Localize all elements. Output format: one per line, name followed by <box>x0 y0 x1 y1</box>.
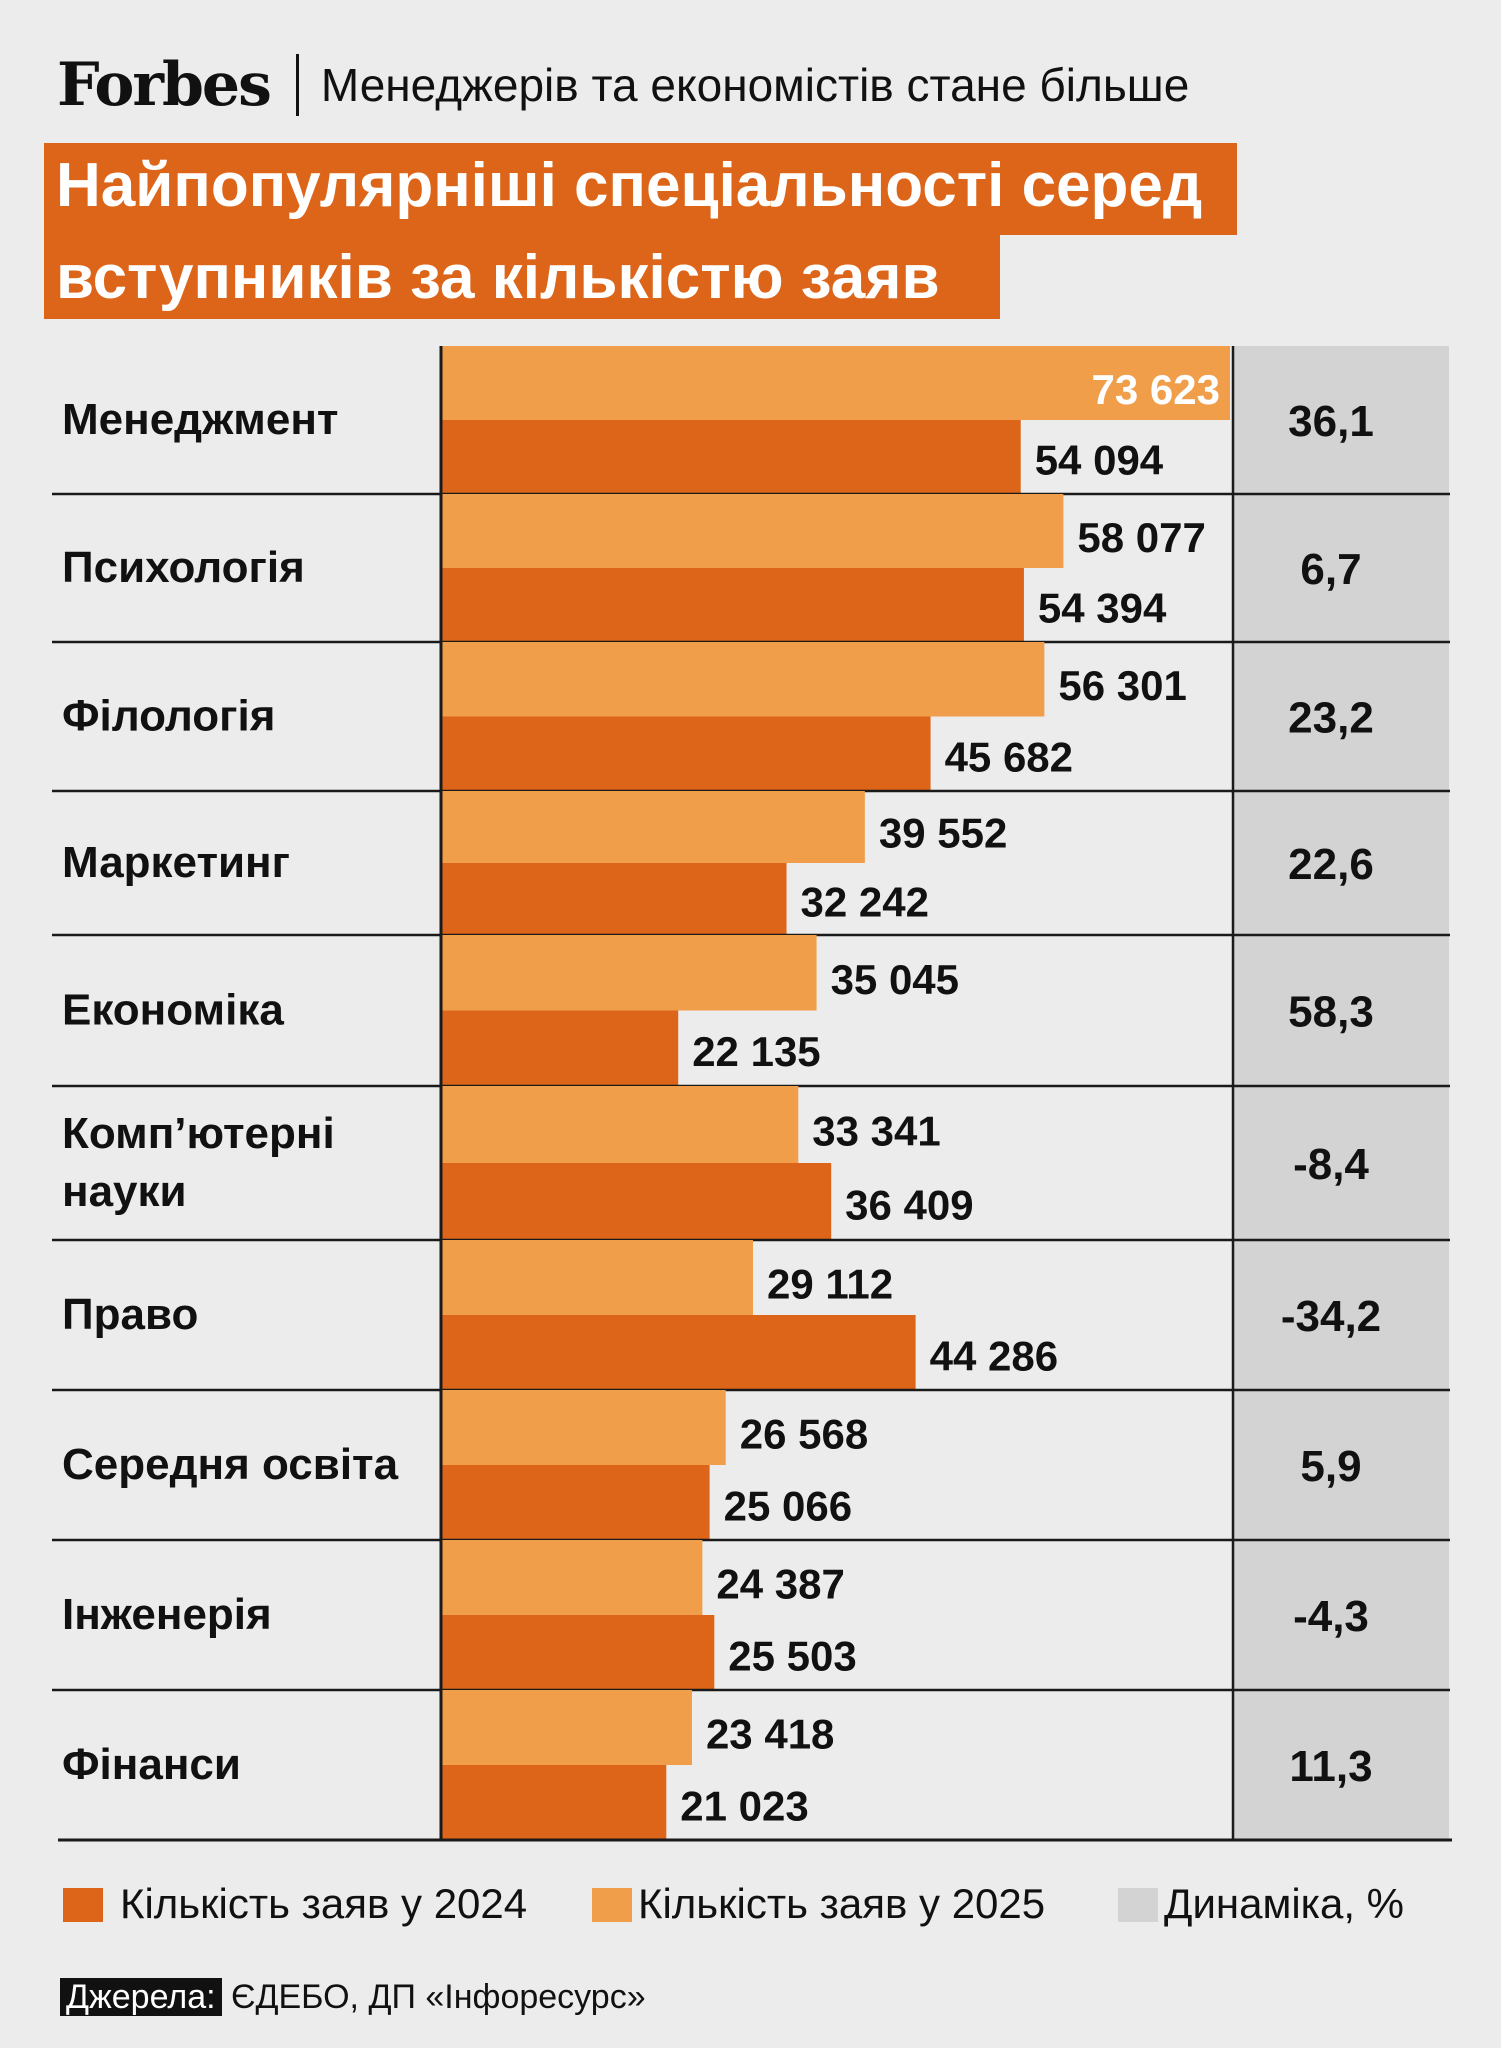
header: Forbes Менеджерів та економістів стане б… <box>57 50 1189 120</box>
header-subtitle: Менеджерів та економістів стане більше <box>320 59 1190 111</box>
bar-2024 <box>441 568 1024 642</box>
category-label: Менеджмент <box>62 395 338 444</box>
category-label: Середня освіта <box>62 1440 399 1489</box>
dynamics-value: 6,7 <box>1300 545 1361 594</box>
dynamics-value: 36,1 <box>1288 397 1374 446</box>
data-label-2025: 39 552 <box>879 810 1007 857</box>
bar-2025 <box>441 346 1230 420</box>
dynamics-value: -34,2 <box>1281 1292 1381 1341</box>
data-label-2024: 54 394 <box>1038 585 1167 632</box>
chart-title-line-1: Найпопулярніші спеціальності серед <box>44 143 1237 235</box>
data-label-2025: 24 387 <box>716 1561 844 1608</box>
data-label-2024: 25 503 <box>728 1632 856 1679</box>
category-label: Економіка <box>62 986 284 1035</box>
category-label: науки <box>62 1167 187 1216</box>
data-label-2024: 22 135 <box>692 1028 820 1075</box>
source-text: ЄДЕБО, ДП «Інфоресурс» <box>231 1978 646 2016</box>
category-label: Психологія <box>62 543 305 592</box>
legend-label-2025: Кількість заяв у 2025 <box>638 1880 1046 1927</box>
data-label-2025: 73 623 <box>1092 366 1220 413</box>
data-label-2025: 58 077 <box>1077 514 1205 561</box>
category-label: Фінанси <box>62 1740 241 1789</box>
data-label-2025: 29 112 <box>767 1261 893 1308</box>
bar-2025 <box>441 494 1064 568</box>
data-label-2024: 25 066 <box>724 1482 852 1529</box>
header-divider <box>295 54 299 116</box>
dynamics-value: 11,3 <box>1289 1742 1372 1791</box>
bar-2024 <box>441 420 1021 494</box>
data-label-2024: 54 094 <box>1035 437 1164 484</box>
dynamics-value: -4,3 <box>1293 1592 1369 1641</box>
data-label-2024: 45 682 <box>945 733 1073 780</box>
bar-2024 <box>441 1315 916 1390</box>
category-label: Інженерія <box>62 1590 272 1639</box>
bar-2025 <box>441 1540 703 1615</box>
legend-swatch-2025 <box>592 1888 632 1922</box>
legend-swatch-2024 <box>63 1888 103 1922</box>
category-label: Право <box>62 1290 198 1339</box>
bar-2025 <box>441 642 1045 717</box>
bar-2024 <box>441 716 931 791</box>
category-label: Маркетинг <box>62 838 290 887</box>
category-label: Комп’ютерні <box>62 1109 335 1158</box>
dynamics-value: -8,4 <box>1293 1140 1369 1189</box>
data-label-2025: 23 418 <box>706 1711 834 1758</box>
source-label: Джерела: <box>60 1978 222 2016</box>
data-label-2024: 32 242 <box>801 879 929 926</box>
source-note: Джерела: ЄДЕБО, ДП «Інфоресурс» <box>60 1975 646 2019</box>
bar-2024 <box>441 1465 710 1540</box>
category-label: Філологія <box>62 692 275 741</box>
bar-2025 <box>441 1390 726 1465</box>
bar-2025 <box>441 935 817 1011</box>
legend-swatch-dynamics <box>1118 1888 1158 1922</box>
bar-2024 <box>441 1765 667 1840</box>
dynamics-value: 23,2 <box>1288 694 1374 743</box>
legend-label-2024: Кількість заяв у 2024 <box>120 1880 528 1927</box>
dynamics-value: 58,3 <box>1288 988 1374 1037</box>
data-label-2024: 21 023 <box>680 1782 808 1829</box>
bar-2025 <box>441 1240 753 1315</box>
data-label-2025: 26 568 <box>740 1411 868 1458</box>
data-label-2025: 56 301 <box>1058 662 1186 709</box>
legend-label-dynamics: Динаміка, % <box>1164 1880 1405 1927</box>
data-label-2025: 33 341 <box>812 1108 940 1155</box>
bar-2025 <box>441 791 865 863</box>
forbes-logo: Forbes <box>57 50 272 120</box>
data-label-2024: 44 286 <box>930 1332 1058 1379</box>
bar-2025 <box>441 1690 692 1765</box>
dynamics-column-background <box>1233 346 1449 1840</box>
bar-2024 <box>441 1615 715 1690</box>
data-label-2024: 36 409 <box>845 1181 973 1228</box>
chart-title-line-2: вступників за кількістю заяв <box>44 235 1000 319</box>
dynamics-value: 5,9 <box>1300 1442 1361 1491</box>
data-label-2025: 35 045 <box>831 956 959 1003</box>
bar-2024 <box>441 863 787 935</box>
dynamics-value: 22,6 <box>1288 840 1374 889</box>
bar-2024 <box>441 1163 832 1240</box>
bar-2024 <box>441 1010 679 1086</box>
bar-2025 <box>441 1086 799 1163</box>
